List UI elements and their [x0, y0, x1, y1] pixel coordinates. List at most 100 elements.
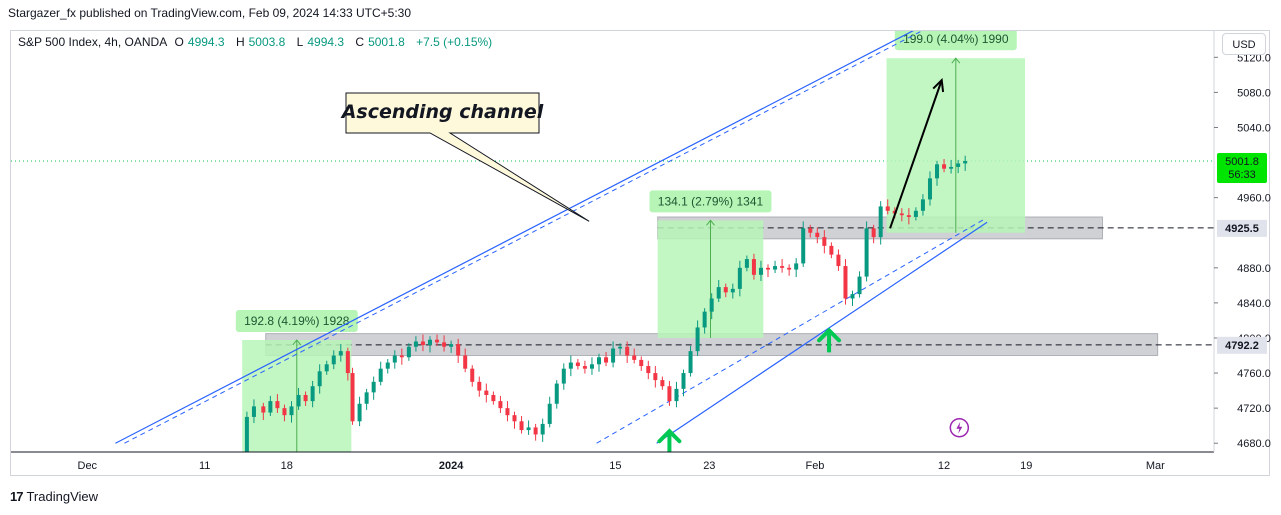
time-tick-label: 11 [199, 460, 210, 472]
symbol-name[interactable]: S&P 500 Index, 4h, OANDA [18, 35, 168, 49]
candle-body [667, 386, 672, 402]
currency-button[interactable]: USD [1222, 33, 1266, 55]
candle-body [589, 364, 594, 369]
candle-body [345, 351, 350, 374]
candle-body [505, 408, 510, 416]
measure-arrowhead [292, 339, 302, 346]
callout-text: Ascending channel [340, 101, 544, 123]
channel-layer [115, 31, 988, 444]
candle-body [244, 416, 249, 452]
channel-lower-dashed-line [596, 218, 986, 444]
projection-arrow-line [889, 79, 943, 229]
candle-body [420, 341, 425, 345]
price-tick-label: 4880.0 [1237, 263, 1271, 275]
candle-body [822, 237, 827, 246]
change-value: +7.5 (+0.15%) [416, 35, 493, 49]
candle-body [449, 344, 454, 347]
time-tick-label: 19 [1020, 460, 1032, 472]
candle-body [338, 351, 343, 356]
channel-lower-line [656, 221, 988, 444]
tradingview-wordmark: TradingView [26, 489, 99, 504]
candle-body [303, 394, 308, 402]
candle-body [392, 355, 397, 363]
candle-body [427, 339, 432, 345]
candle-body [723, 287, 728, 293]
candle-body [275, 401, 280, 409]
candle-body [857, 276, 862, 295]
candle-body [442, 342, 447, 347]
price-tick-label: 4760.0 [1237, 368, 1271, 380]
time-tick-label: 12 [938, 460, 950, 472]
candle-body [547, 403, 552, 424]
overlay-layer: Ascending channel [340, 77, 970, 452]
candle-body [702, 311, 707, 328]
candle-body [268, 401, 273, 413]
candle-body [815, 232, 820, 238]
channel-upper-line [115, 31, 914, 444]
chart-frame[interactable] [10, 30, 1270, 476]
ohlc-close: C 5001.8 [355, 35, 408, 49]
candle-body [484, 390, 489, 395]
candle-body [526, 427, 531, 431]
measure-arrowhead [951, 57, 961, 64]
candle-body [519, 421, 524, 431]
candle-body [533, 427, 538, 435]
axes-layer: 5120.05080.05040.04960.04880.04840.04800… [11, 31, 1271, 472]
current-price-badge [1217, 152, 1267, 183]
ohlc-low: L 4994.3 [297, 35, 348, 49]
lightning-glyph [956, 421, 963, 434]
candle-body [491, 394, 496, 402]
candle-body [575, 362, 580, 367]
candle-body [681, 373, 686, 389]
candle-body [561, 368, 566, 384]
candle-body [758, 267, 763, 275]
candle-body [808, 228, 813, 233]
tradingview-logo-icon: 17 [10, 489, 24, 504]
price-tick-label: 5040.0 [1237, 122, 1271, 134]
measure-label: 199.0 (4.04%) 1990 [903, 32, 1009, 46]
candle-body [688, 351, 693, 374]
candle-body [554, 383, 559, 404]
candle-body [773, 266, 778, 270]
candle-body [435, 339, 440, 343]
candle-body [949, 166, 954, 169]
candle-body [357, 403, 362, 422]
level-badge-label: 4925.5 [1225, 223, 1259, 235]
candle-body [350, 373, 355, 422]
tradingview-footer[interactable]: 17 TradingView [10, 489, 98, 504]
high-label: H [235, 35, 245, 49]
candle-body [871, 228, 876, 238]
candle-body [843, 266, 848, 299]
channel-upper-mid-line [124, 31, 923, 444]
time-tick-label: 15 [609, 460, 621, 472]
candle-body [413, 341, 418, 347]
up-arrow-icon [657, 428, 682, 444]
ohlc-high: H 5003.8 [236, 35, 289, 49]
candles-layer [244, 155, 968, 452]
callout-bubble [345, 92, 590, 222]
price-tick-label: 4720.0 [1237, 403, 1271, 415]
publisher-info: Stargazer_fx published on TradingView.co… [8, 6, 412, 20]
time-tick-label: 23 [703, 460, 715, 472]
candle-body [660, 380, 665, 387]
candle-body [885, 206, 890, 211]
candle-body [787, 267, 792, 270]
candle-body [646, 366, 651, 374]
candle-body [709, 298, 714, 312]
candle-body [406, 346, 411, 358]
candle-body [611, 348, 616, 363]
candle-body [582, 366, 587, 369]
price-tick-label: 4840.0 [1237, 298, 1271, 310]
candle-body [780, 266, 785, 268]
measure-label-bg [649, 190, 772, 213]
candle-body [289, 406, 294, 416]
price-tick-label: 4960.0 [1237, 193, 1271, 205]
candle-body [751, 259, 756, 275]
candle-body [296, 394, 301, 407]
candle-body [324, 364, 329, 372]
candle-body [913, 210, 918, 217]
candle-body [618, 346, 623, 349]
projection-arrowhead-icon [932, 77, 945, 93]
candle-body [864, 228, 869, 277]
